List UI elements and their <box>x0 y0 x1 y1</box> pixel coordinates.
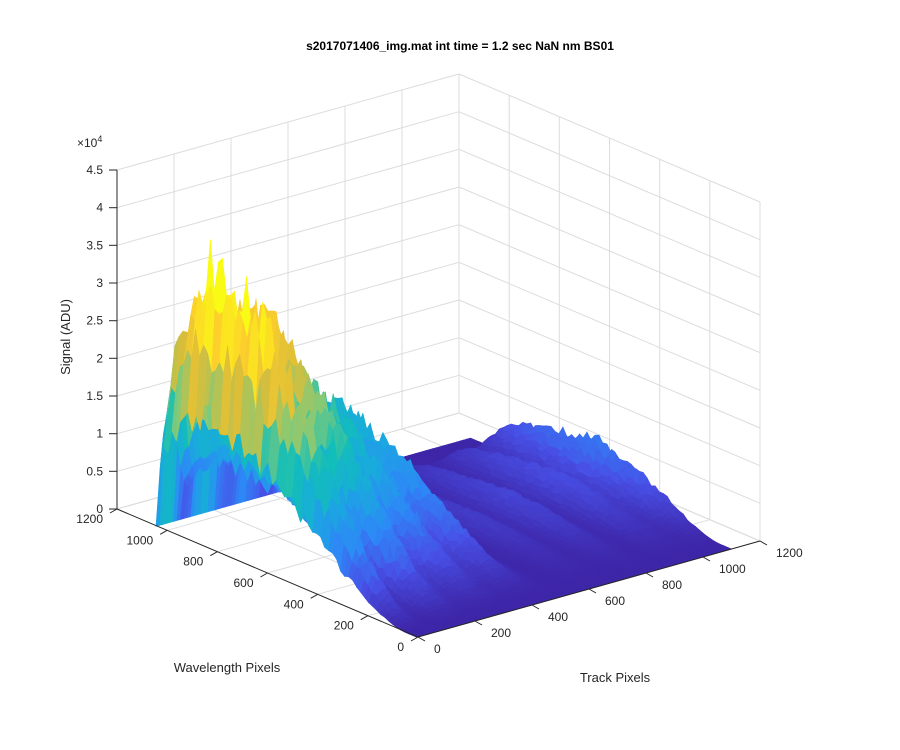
grid-line <box>458 111 761 241</box>
grid-line <box>458 374 761 504</box>
grid-line <box>458 224 761 354</box>
grid-line <box>458 337 761 467</box>
grid-line <box>458 299 761 429</box>
grid-line <box>116 224 460 322</box>
grid-line <box>458 186 761 316</box>
grid-line <box>116 73 460 171</box>
grid-line <box>116 148 460 246</box>
grid-line <box>458 73 761 203</box>
grid-line <box>116 261 460 359</box>
grid-line <box>458 261 761 391</box>
grid-line <box>116 111 460 209</box>
grid-line <box>458 148 761 278</box>
grid-line <box>116 186 460 284</box>
surface-layer <box>155 239 733 638</box>
